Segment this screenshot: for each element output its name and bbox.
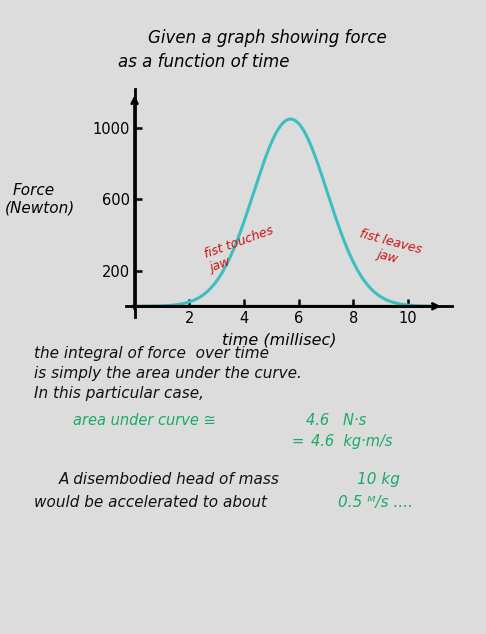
- Text: (Newton): (Newton): [5, 200, 75, 216]
- Text: 4.6  kg·m/s: 4.6 kg·m/s: [311, 434, 393, 449]
- Text: time (millisec): time (millisec): [222, 333, 337, 348]
- Text: fist touches
jaw: fist touches jaw: [203, 224, 281, 275]
- Text: 0.5 ᴹ/s ....: 0.5 ᴹ/s ....: [338, 495, 413, 510]
- Text: would be accelerated to about: would be accelerated to about: [34, 495, 267, 510]
- Text: as a function of time: as a function of time: [119, 53, 290, 70]
- Text: Force: Force: [12, 183, 54, 198]
- Text: area under curve ≅: area under curve ≅: [73, 413, 216, 429]
- Text: is simply the area under the curve.: is simply the area under the curve.: [34, 366, 302, 381]
- Text: the integral of force  over time: the integral of force over time: [34, 346, 269, 361]
- Text: Given a graph showing force: Given a graph showing force: [148, 29, 387, 46]
- Text: 4.6   N·s: 4.6 N·s: [306, 413, 366, 429]
- Text: A disembodied head of mass: A disembodied head of mass: [58, 472, 279, 488]
- Text: In this particular case,: In this particular case,: [34, 386, 204, 401]
- Text: 10 kg: 10 kg: [357, 472, 400, 488]
- Text: fist leaves
jaw: fist leaves jaw: [355, 228, 423, 271]
- Text: =: =: [292, 434, 304, 449]
